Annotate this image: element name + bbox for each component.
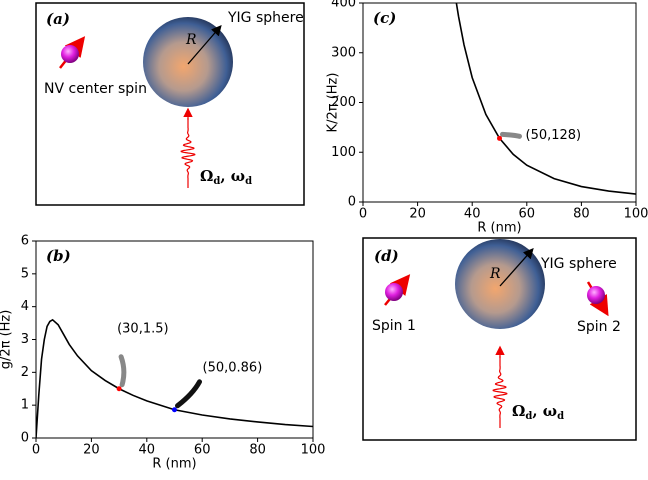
drive-label: Ωd, ωd bbox=[512, 402, 564, 422]
spin-label: NV center spin bbox=[44, 81, 147, 97]
annotation-point bbox=[172, 407, 177, 412]
sphere-label: YIG sphere bbox=[227, 10, 304, 26]
y-tick-label: 2 bbox=[21, 365, 29, 380]
panel-label: (b) bbox=[46, 247, 71, 265]
y-tick-label: 3 bbox=[21, 332, 29, 347]
y-tick-label: 0 bbox=[348, 195, 356, 210]
x-tick-label: 100 bbox=[301, 443, 326, 458]
x-tick-label: 0 bbox=[32, 443, 40, 458]
annotation-arrow bbox=[503, 134, 520, 136]
y-tick-label: 300 bbox=[331, 45, 356, 60]
annotation-arrow bbox=[121, 357, 124, 385]
drive-pulse bbox=[493, 348, 507, 428]
spin bbox=[61, 45, 79, 63]
radius-label: R bbox=[489, 266, 501, 282]
x-tick-label: 80 bbox=[249, 443, 266, 458]
x-tick-label: 0 bbox=[359, 207, 367, 222]
x-tick-label: 100 bbox=[624, 207, 648, 222]
spin-label: Spin 2 bbox=[577, 319, 621, 335]
annotation-point bbox=[117, 386, 122, 391]
x-axis-label: R (nm) bbox=[477, 221, 521, 236]
x-tick-label: 80 bbox=[573, 207, 590, 222]
y-tick-label: 0 bbox=[21, 431, 29, 446]
drive-pulse bbox=[181, 110, 195, 188]
pulse-wave bbox=[493, 356, 507, 428]
x-tick-label: 40 bbox=[139, 443, 156, 458]
pulse-wave bbox=[181, 118, 195, 188]
yig-sphere bbox=[455, 239, 545, 329]
annotation-label: (50,128) bbox=[526, 128, 582, 143]
panel-label: (a) bbox=[46, 10, 70, 28]
x-tick-label: 40 bbox=[464, 207, 481, 222]
spin-label: Spin 1 bbox=[372, 318, 416, 334]
x-axis-label: R (nm) bbox=[152, 457, 196, 472]
y-tick-label: 1 bbox=[21, 398, 29, 413]
x-tick-label: 60 bbox=[194, 443, 211, 458]
plot-frame bbox=[363, 3, 636, 202]
radius-label: R bbox=[185, 32, 197, 48]
data-line bbox=[456, 3, 636, 194]
spin bbox=[385, 283, 403, 301]
y-axis-label: K/2π (Hz) bbox=[326, 73, 341, 133]
y-tick-label: 6 bbox=[21, 234, 29, 249]
spin bbox=[587, 286, 605, 304]
drive-label: Ωd, ωd bbox=[200, 167, 252, 187]
annotation-arrow bbox=[178, 382, 200, 406]
x-tick-label: 20 bbox=[83, 443, 100, 458]
yig-sphere bbox=[143, 17, 233, 107]
x-tick-label: 20 bbox=[409, 207, 426, 222]
annotation-label: (30,1.5) bbox=[117, 321, 169, 336]
x-tick-label: 60 bbox=[519, 207, 536, 222]
annotation-point bbox=[497, 136, 502, 141]
y-tick-label: 5 bbox=[21, 266, 29, 281]
data-line bbox=[36, 320, 313, 438]
panel-label: (c) bbox=[373, 9, 396, 27]
y-tick-label: 4 bbox=[21, 299, 29, 314]
figure: (a) R YIG sphere NV center spin Ωd, ωd (… bbox=[0, 0, 648, 480]
y-tick-label: 100 bbox=[331, 145, 356, 160]
sphere-label: YIG sphere bbox=[540, 256, 617, 272]
annotation-label: (50,0.86) bbox=[203, 360, 263, 375]
y-tick-label: 400 bbox=[331, 0, 356, 11]
panel-label: (d) bbox=[374, 247, 399, 265]
y-axis-label: g/2π (Hz) bbox=[0, 310, 14, 370]
